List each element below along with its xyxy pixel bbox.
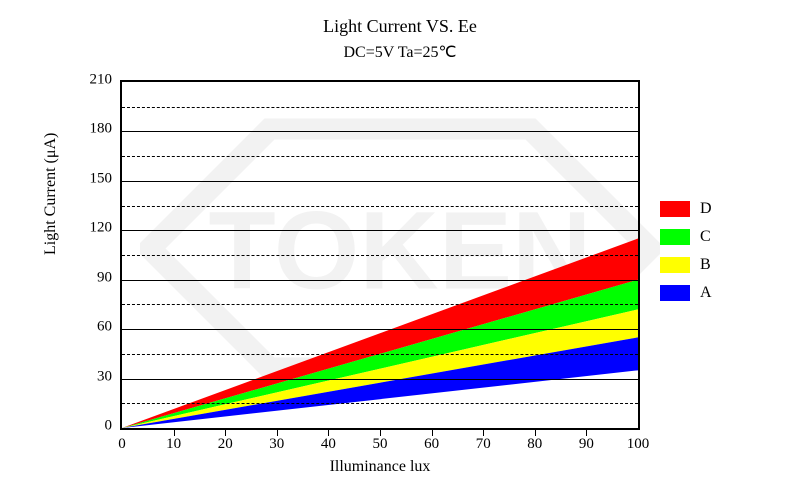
x-tick-label: 80 <box>527 436 542 453</box>
grid-major <box>122 131 638 132</box>
x-tick-mark <box>225 430 226 436</box>
x-tick-label: 30 <box>269 436 284 453</box>
y-tick-label: 60 <box>64 319 112 336</box>
grid-major <box>122 280 638 281</box>
x-tick-mark <box>432 430 433 436</box>
x-tick-mark <box>328 430 329 436</box>
x-tick-mark <box>174 430 175 436</box>
y-tick-label: 30 <box>64 368 112 385</box>
x-tick-label: 60 <box>424 436 439 453</box>
grid-minor <box>122 107 638 108</box>
legend-swatch <box>660 285 690 301</box>
plot-area: 0102030405060708090100 <box>120 80 640 430</box>
y-tick-label: 180 <box>64 121 112 138</box>
chart-subtitle: DC=5V Ta=25℃ <box>0 42 800 62</box>
legend-item: C <box>660 228 712 246</box>
grid-major <box>122 181 638 182</box>
legend-label: C <box>700 228 711 246</box>
y-tick-label: 90 <box>64 269 112 286</box>
x-tick-label: 40 <box>321 436 336 453</box>
grid-minor <box>122 354 638 355</box>
y-tick-label: 0 <box>64 418 112 435</box>
y-tick-label: 120 <box>64 220 112 237</box>
x-tick-mark <box>586 430 587 436</box>
legend-label: D <box>700 200 712 218</box>
grid-major <box>122 230 638 231</box>
legend-item: B <box>660 256 712 274</box>
grid-minor <box>122 304 638 305</box>
legend-label: B <box>700 256 711 274</box>
x-tick-mark <box>483 430 484 436</box>
x-tick-mark <box>277 430 278 436</box>
x-tick-label: 90 <box>579 436 594 453</box>
x-axis-label: Illuminance lux <box>120 458 640 476</box>
legend-swatch <box>660 229 690 245</box>
grid-minor <box>122 403 638 404</box>
y-tick-label: 150 <box>64 170 112 187</box>
grid-minor <box>122 156 638 157</box>
y-axis-label: Light Current (μA) <box>42 133 60 255</box>
x-tick-mark <box>380 430 381 436</box>
legend-item: A <box>660 284 712 302</box>
x-tick-mark <box>535 430 536 436</box>
y-tick-label: 210 <box>64 72 112 89</box>
legend-item: D <box>660 200 712 218</box>
x-tick-label: 20 <box>218 436 233 453</box>
legend-swatch <box>660 201 690 217</box>
chart-title: Light Current VS. Ee <box>0 16 800 37</box>
legend-label: A <box>700 284 712 302</box>
x-tick-label: 100 <box>627 436 650 453</box>
grid-minor <box>122 206 638 207</box>
x-tick-label: 10 <box>166 436 181 453</box>
grid-major <box>122 379 638 380</box>
grid-minor <box>122 255 638 256</box>
x-tick-label: 70 <box>476 436 491 453</box>
legend-swatch <box>660 257 690 273</box>
legend: DCBA <box>660 200 712 312</box>
x-tick-label: 0 <box>118 436 126 453</box>
grid-major <box>122 329 638 330</box>
x-tick-label: 50 <box>373 436 388 453</box>
